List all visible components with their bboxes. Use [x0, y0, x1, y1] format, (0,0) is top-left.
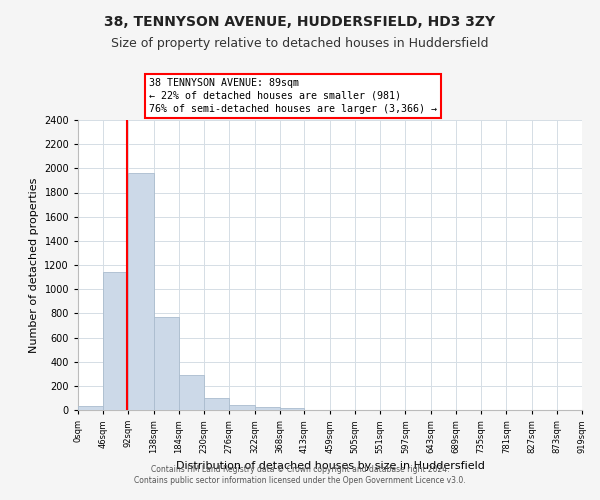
- Bar: [280, 408, 304, 410]
- Text: Size of property relative to detached houses in Huddersfield: Size of property relative to detached ho…: [111, 38, 489, 51]
- Text: 38 TENNYSON AVENUE: 89sqm
← 22% of detached houses are smaller (981)
76% of semi: 38 TENNYSON AVENUE: 89sqm ← 22% of detac…: [149, 78, 437, 114]
- Bar: [128, 173, 154, 410]
- Bar: [229, 404, 254, 410]
- Text: Contains HM Land Registry data © Crown copyright and database right 2024.: Contains HM Land Registry data © Crown c…: [151, 465, 449, 474]
- X-axis label: Distribution of detached houses by size in Huddersfield: Distribution of detached houses by size …: [176, 462, 484, 471]
- Text: Contains public sector information licensed under the Open Government Licence v3: Contains public sector information licen…: [134, 476, 466, 485]
- Bar: [103, 272, 128, 410]
- Bar: [154, 317, 179, 410]
- Bar: [254, 407, 280, 410]
- Y-axis label: Number of detached properties: Number of detached properties: [29, 178, 38, 352]
- Bar: [204, 398, 229, 410]
- Bar: [179, 375, 204, 410]
- Text: 38, TENNYSON AVENUE, HUDDERSFIELD, HD3 3ZY: 38, TENNYSON AVENUE, HUDDERSFIELD, HD3 3…: [104, 15, 496, 29]
- Bar: [78, 406, 103, 410]
